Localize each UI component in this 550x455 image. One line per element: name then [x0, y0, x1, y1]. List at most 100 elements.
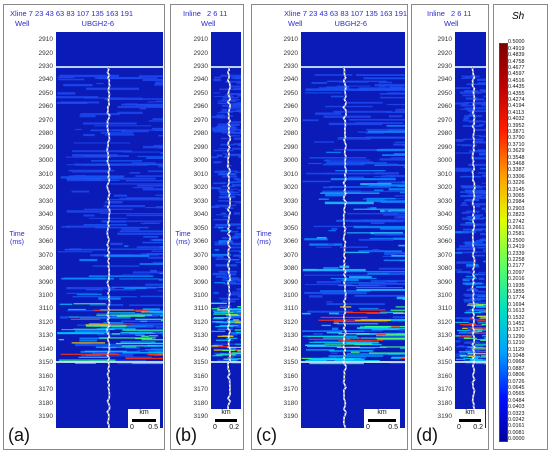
time-tick-label: 2990	[437, 143, 452, 151]
time-tick-label: 3160	[437, 372, 452, 380]
colorbar-tick-label: 0.1129	[508, 346, 525, 353]
time-tick-label: 3150	[38, 359, 53, 367]
time-tick-label: 3010	[283, 170, 298, 178]
colorbar-tick-label: 0.0565	[508, 391, 525, 398]
panel-b: Inline 2 6 11 Well Time (ms) 2910 2920 293…	[170, 4, 244, 450]
time-tick-label: 2950	[38, 89, 53, 97]
time-tick-label: 3170	[283, 386, 298, 394]
colorbar-tick-label: 0.1210	[508, 340, 525, 347]
colorbar-tick-label: 0.3145	[508, 186, 525, 193]
time-tick-label: 2940	[437, 76, 452, 84]
colorbar-tick-label: 0.4677	[508, 64, 525, 71]
colorbar-tick-label: 0.4597	[508, 71, 525, 78]
time-tick-label: 3020	[193, 184, 208, 192]
time-tick-label: 3140	[283, 345, 298, 353]
time-tick-label: 2980	[193, 130, 208, 138]
time-axis-label: Time (ms)	[175, 231, 191, 246]
time-tick-label: 3020	[437, 184, 452, 192]
time-tick-label: 2950	[283, 89, 298, 97]
panel-a-well-row: Well UBGH2-6	[15, 19, 114, 28]
time-tick-label: 3040	[193, 211, 208, 219]
colorbar-tick-label: 0.0484	[508, 397, 525, 404]
time-tick-label: 2940	[193, 76, 208, 84]
colorbar-tick-label: 0.0403	[508, 404, 525, 411]
colorbar-tick-label: 0.4839	[508, 52, 525, 59]
time-tick-label: 3140	[437, 345, 452, 353]
time-tick-label: 2970	[193, 116, 208, 124]
colorbar-tick-label: 0.5000	[508, 39, 525, 46]
scale-bar: km 0 0.5	[364, 409, 400, 431]
time-tick-label: 3150	[193, 359, 208, 367]
time-tick-label: 3020	[283, 184, 298, 192]
time-tick-label: 3020	[38, 184, 53, 192]
colorbar-tick-label: 0.4758	[508, 58, 525, 65]
colorbar-tick-label: 0.0968	[508, 359, 525, 366]
time-tick-label: 3160	[193, 372, 208, 380]
colorbar-tick-label: 0.3871	[508, 128, 525, 135]
time-tick-label: 3120	[193, 318, 208, 326]
colorbar-tick-label: 0.2097	[508, 269, 525, 276]
seismic-section-b	[211, 32, 241, 428]
colorbar-tick-label: 0.3790	[508, 135, 525, 142]
colorbar-tick-label: 0.2419	[508, 244, 525, 251]
xline-values: 7 23 43 63 83 107 135 163 191	[28, 9, 134, 18]
time-tick-label: 3070	[193, 251, 208, 259]
time-tick-label: 3090	[283, 278, 298, 286]
colorbar-tick-label: 0.0806	[508, 372, 525, 379]
panel-tag-d: (d)	[416, 425, 438, 445]
colorbar-tick-label: 0.2258	[508, 257, 525, 263]
time-tick-label: 2920	[283, 49, 298, 57]
time-tick-label: 2980	[283, 130, 298, 138]
panel-a-header: Xline 7 23 43 63 83 107 135 163 191	[10, 9, 133, 18]
time-tick-label: 3040	[437, 211, 452, 219]
time-tick-label: 2940	[38, 76, 53, 84]
well-label: Well	[201, 19, 216, 28]
colorbar-tick-label: 0.2823	[508, 212, 525, 219]
time-tick-label: 3140	[193, 345, 208, 353]
time-tick-label: 3130	[193, 332, 208, 340]
well-name: UBGH2-6	[334, 19, 368, 28]
time-tick-label: 3110	[194, 305, 208, 313]
panel-c: Xline 7 23 43 63 83 107 135 163 191 Well…	[251, 4, 408, 450]
time-tick-label: 2970	[38, 116, 53, 124]
panel-c-header: Xline 7 23 43 63 83 107 135 163 191	[284, 9, 407, 18]
time-tick-label: 2920	[193, 49, 208, 57]
panel-d-header: Inline 2 6 11	[427, 9, 471, 18]
time-tick-label: 3120	[283, 318, 298, 326]
time-tick-label: 3190	[38, 413, 53, 421]
time-tick-label: 3130	[437, 332, 452, 340]
time-tick-label: 2910	[193, 36, 208, 44]
time-tick-label: 3000	[38, 157, 53, 165]
colorbar-tick-label: 0.2500	[508, 237, 525, 244]
panel-a: Xline 7 23 43 63 83 107 135 163 191 Well…	[3, 4, 165, 450]
panel-b-well-row: Well	[201, 19, 215, 28]
time-axis-label: Time (ms)	[9, 231, 25, 246]
time-tick-label: 3080	[437, 265, 452, 273]
time-tick-label: 3120	[437, 318, 452, 326]
time-tick-label: 3190	[193, 413, 208, 421]
colorbar-gradient	[499, 43, 508, 442]
time-tick-label: 3070	[283, 251, 298, 259]
panel-c-well-row: Well UBGH2-6	[288, 19, 367, 28]
time-tick-label: 3030	[193, 197, 208, 205]
colorbar-tick-label: 0.1613	[508, 308, 525, 315]
time-tick-label: 2990	[283, 143, 298, 151]
panel-d-well-row: Well	[444, 19, 458, 28]
time-tick-label: 2930	[283, 63, 298, 71]
time-tick-label: 3070	[38, 251, 53, 259]
time-tick-label: 2980	[437, 130, 452, 138]
colorbar-tick-label: 0.2903	[508, 205, 525, 212]
colorbar-tick-label: 0.2581	[508, 231, 525, 238]
time-tick-label: 3170	[437, 386, 452, 394]
scale-bar: km 0 0.5	[128, 409, 160, 431]
colorbar-tick-label: 0.1290	[508, 333, 525, 340]
time-tick-label: 3160	[38, 372, 53, 380]
time-tick-label: 3190	[437, 413, 452, 421]
time-tick-label: 3110	[39, 305, 53, 313]
time-tick-label: 3090	[437, 278, 452, 286]
colorbar-tick-label: 0.3710	[508, 141, 525, 148]
time-tick-label: 2960	[283, 103, 298, 111]
time-tick-label: 3130	[283, 332, 298, 340]
colorbar-tick-label: 0.1694	[508, 301, 525, 308]
time-tick-label: 3180	[193, 399, 208, 407]
